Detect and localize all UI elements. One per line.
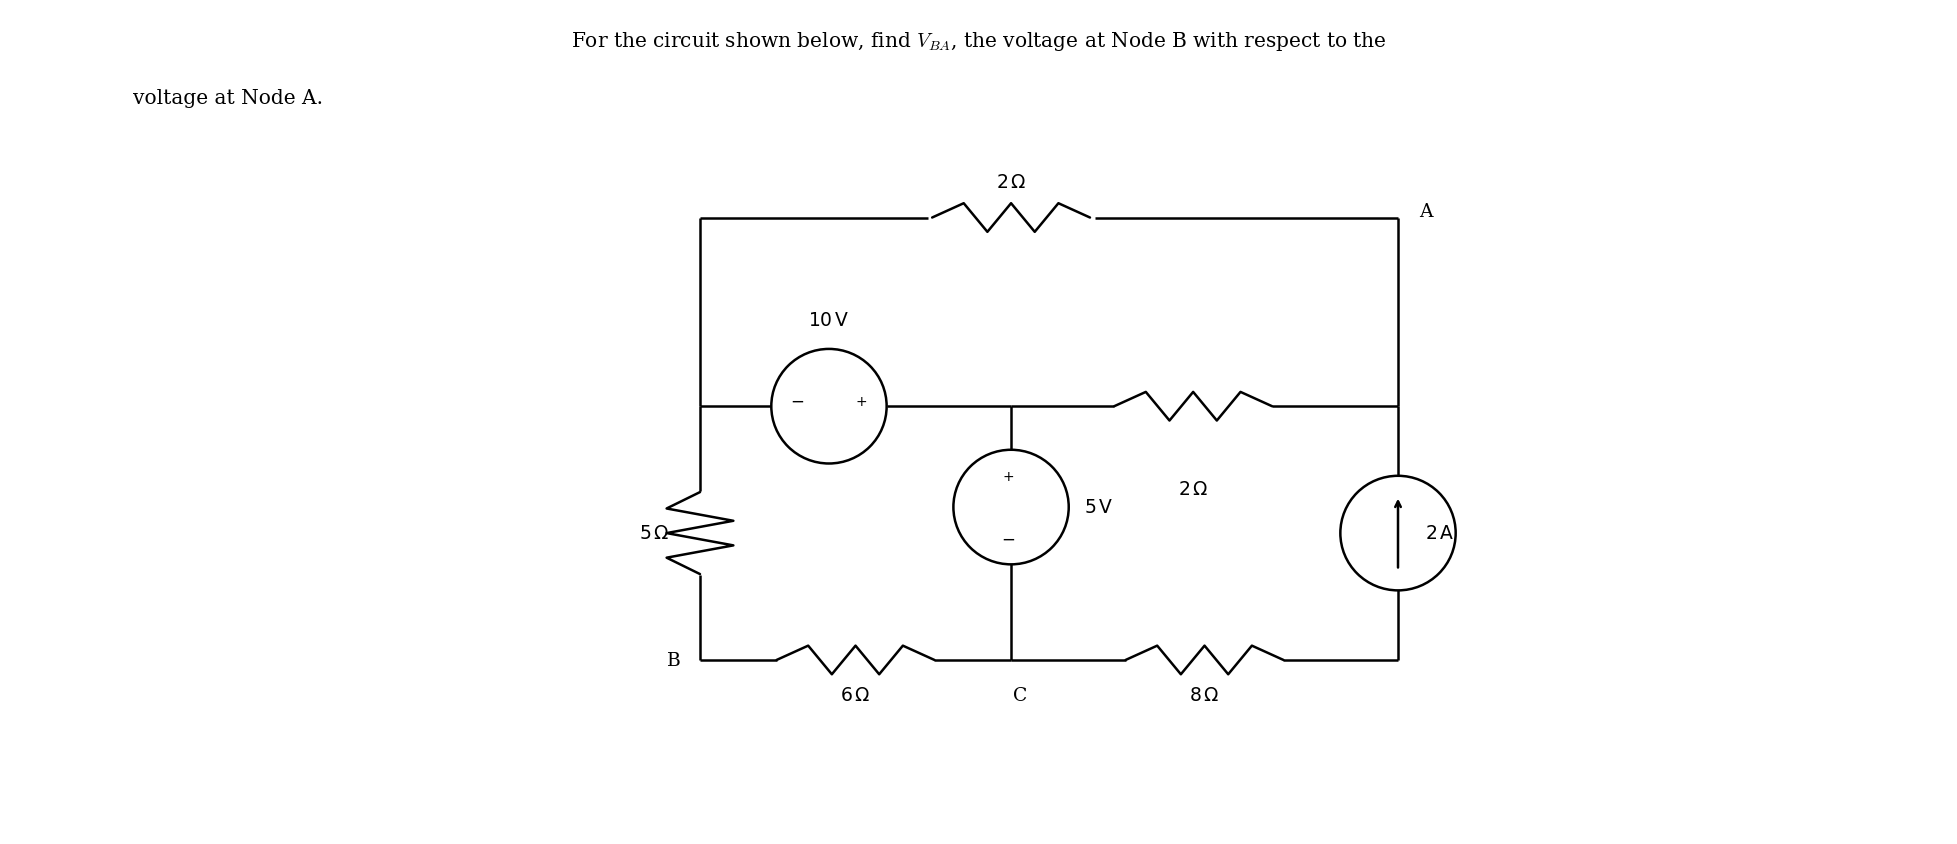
Text: $5\,\Omega$: $5\,\Omega$ (638, 524, 669, 543)
Text: B: B (665, 652, 679, 669)
Text: $10\,\mathrm{V}$: $10\,\mathrm{V}$ (808, 312, 849, 330)
Text: voltage at Node A.: voltage at Node A. (133, 89, 323, 107)
Text: A: A (1419, 203, 1433, 221)
Text: $2\,\Omega$: $2\,\Omega$ (1178, 480, 1207, 498)
Text: $-$: $-$ (791, 392, 804, 408)
Text: For the circuit shown below, find $V_{BA}$, the voltage at Node B with respect t: For the circuit shown below, find $V_{BA… (571, 30, 1386, 52)
Text: $+$: $+$ (1002, 469, 1014, 483)
Text: $-$: $-$ (1000, 530, 1014, 548)
Text: $5\,\mathrm{V}$: $5\,\mathrm{V}$ (1084, 499, 1114, 517)
Text: $6\,\Omega$: $6\,\Omega$ (840, 686, 871, 704)
Text: $8\,\Omega$: $8\,\Omega$ (1188, 686, 1219, 704)
Text: C: C (1012, 686, 1027, 704)
Text: $2\,\mathrm{A}$: $2\,\mathrm{A}$ (1425, 524, 1454, 543)
Text: $2\,\Omega$: $2\,\Omega$ (996, 174, 1025, 192)
Text: $+$: $+$ (853, 394, 867, 408)
